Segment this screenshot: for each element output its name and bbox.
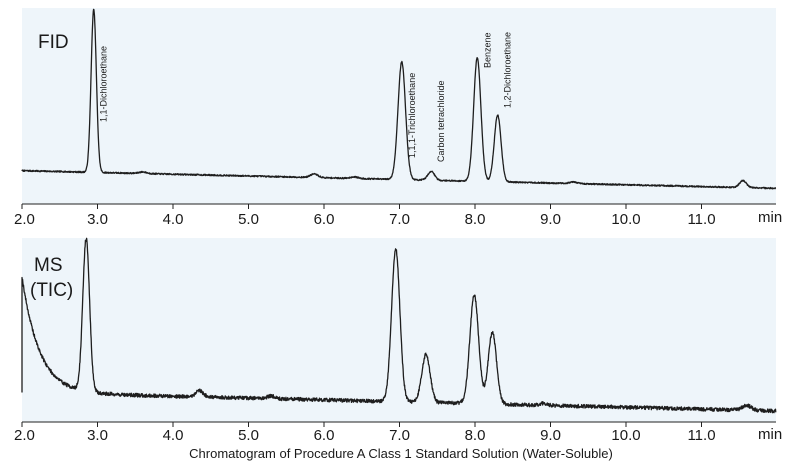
fid-trace-line bbox=[21, 8, 777, 190]
ms-panel: 2.0 3.0 4.0 5.0 6.0 7.0 8.0 9.0 10.0 11.0 MS (TIC… bbox=[14, 237, 782, 444]
peak-label: Benzene bbox=[482, 32, 492, 68]
x-tick-label: 10.0 bbox=[611, 427, 640, 444]
x-tick-label: 11.0 bbox=[687, 211, 715, 228]
x-tick-label: 4.0 bbox=[163, 211, 184, 228]
x-tick-label: 5.0 bbox=[238, 427, 259, 444]
x-tick-label: 6.0 bbox=[314, 211, 335, 228]
x-tick-label: 2.0 bbox=[14, 427, 35, 444]
fid-x-unit-label: min bbox=[758, 209, 782, 226]
x-tick-label: 9.0 bbox=[540, 211, 561, 228]
fid-plot-area bbox=[22, 8, 776, 204]
x-tick-label: 6.0 bbox=[314, 427, 335, 444]
x-tick-label: 9.0 bbox=[540, 427, 561, 444]
peak-label: Carbon tetrachloride bbox=[436, 80, 446, 162]
x-tick-label: 8.0 bbox=[465, 427, 486, 444]
fid-peak-labels: 1,1-Dichloroethane 1,1,1-Trichloroethane C… bbox=[99, 32, 513, 162]
figure-caption: Chromatogram of Procedure A Class 1 Stan… bbox=[189, 446, 613, 461]
x-tick-label: 10.0 bbox=[611, 211, 640, 228]
ms-panel-label: MS bbox=[34, 255, 63, 276]
ms-x-unit-label: min bbox=[758, 426, 782, 443]
peak-label: 1,2-Dichloroethane bbox=[503, 32, 513, 108]
fid-x-ticks: 2.0 3.0 4.0 5.0 6.0 7.0 8.0 9.0 10.0 11.0 bbox=[14, 204, 716, 228]
x-tick-label: 4.0 bbox=[163, 427, 184, 444]
x-tick-label: 11.0 bbox=[687, 427, 715, 444]
x-tick-label: 3.0 bbox=[87, 211, 108, 228]
fid-panel-label: FID bbox=[38, 32, 69, 53]
x-tick-label: 7.0 bbox=[389, 211, 410, 228]
peak-label: 1,1,1-Trichloroethane bbox=[407, 73, 417, 158]
fid-panel: 1,1-Dichloroethane 1,1,1-Trichloroethane C… bbox=[14, 8, 782, 228]
ms-x-ticks: 2.0 3.0 4.0 5.0 6.0 7.0 8.0 9.0 10.0 11.0 bbox=[14, 422, 716, 444]
ms-plot-area bbox=[22, 238, 776, 422]
ms-panel-sublabel: (TIC) bbox=[30, 280, 73, 301]
peak-label: 1,1-Dichloroethane bbox=[99, 46, 109, 122]
x-tick-label: 3.0 bbox=[87, 427, 108, 444]
x-tick-label: 8.0 bbox=[465, 211, 486, 228]
x-tick-label: 5.0 bbox=[238, 211, 259, 228]
x-tick-label: 2.0 bbox=[14, 211, 35, 228]
ms-trace-line bbox=[21, 237, 777, 414]
x-tick-label: 7.0 bbox=[389, 427, 410, 444]
